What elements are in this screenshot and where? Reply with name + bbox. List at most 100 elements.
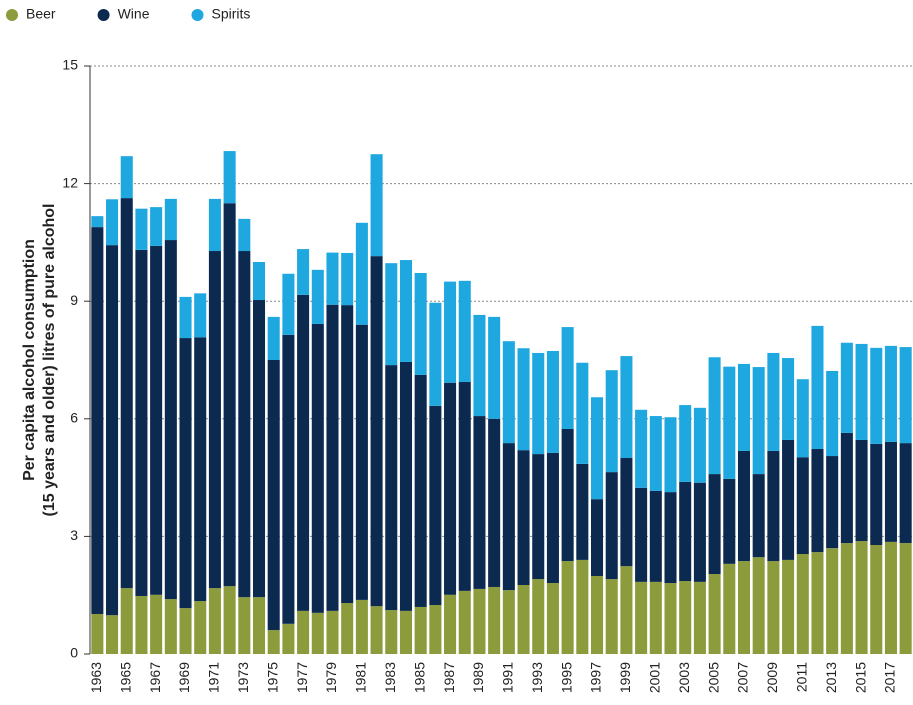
x-tick-label: 2009 xyxy=(764,662,780,693)
bar-segment xyxy=(91,216,104,228)
bar-segment xyxy=(488,586,501,654)
bar-segment xyxy=(517,348,530,451)
bar-segment xyxy=(532,454,545,580)
bar-segment xyxy=(473,416,486,589)
bar-segment xyxy=(106,615,119,654)
bar-segment xyxy=(752,474,765,558)
x-tick: 1981 xyxy=(353,662,369,693)
bar-segment xyxy=(414,374,427,607)
x-tick-label: 1999 xyxy=(617,662,633,693)
bar-segment xyxy=(649,416,662,491)
x-tick-label: 2015 xyxy=(852,662,868,693)
x-tick-label: 2017 xyxy=(882,662,898,693)
bar-segment xyxy=(796,554,809,654)
x-tick-label: 1963 xyxy=(88,662,104,693)
bar-segment xyxy=(635,581,648,654)
bar-segment xyxy=(399,361,412,611)
bar-segment xyxy=(737,561,751,654)
bar-segment xyxy=(444,281,457,383)
x-tick-label: 1987 xyxy=(441,662,457,693)
bar-segment xyxy=(884,541,897,654)
x-tick-label: 1965 xyxy=(117,662,133,693)
bar-segment xyxy=(546,583,559,654)
bar-segment xyxy=(840,543,853,654)
bar-segment xyxy=(444,594,457,654)
bar-segment xyxy=(414,606,427,654)
bar-segment xyxy=(194,601,207,654)
bar-segment xyxy=(341,252,354,306)
bar-segment xyxy=(723,563,736,654)
bar-segment xyxy=(473,588,486,654)
bar-segment xyxy=(135,208,148,250)
bar-segment xyxy=(664,492,677,584)
bar-segment xyxy=(282,334,295,624)
bar-segment xyxy=(737,450,751,562)
bar-segment xyxy=(208,251,221,589)
y-tick-label: 12 xyxy=(62,174,78,190)
x-tick: 1975 xyxy=(264,662,280,693)
bar-segment xyxy=(311,269,324,324)
bar-segment xyxy=(458,280,471,382)
bar-segment xyxy=(782,358,795,440)
bar-segment xyxy=(517,450,530,586)
bar-segment xyxy=(826,548,839,654)
bar-segment xyxy=(840,432,853,544)
bar-segment xyxy=(150,594,163,654)
bar-segment xyxy=(884,441,897,542)
x-tick: 1963 xyxy=(88,662,104,693)
x-tick: 2005 xyxy=(705,662,721,693)
bar-segment xyxy=(576,559,589,654)
bar-segment xyxy=(870,347,883,444)
bar-segment xyxy=(223,151,236,204)
bar-segment xyxy=(561,327,574,429)
bar-segment xyxy=(767,561,780,654)
bar-segment xyxy=(223,586,236,654)
x-tick-label: 1967 xyxy=(147,662,163,693)
bar-segment xyxy=(106,199,119,246)
bar-segment xyxy=(252,597,266,654)
x-tick-label: 1977 xyxy=(294,662,310,693)
bar-segment xyxy=(605,579,618,654)
bar-segment xyxy=(135,249,148,596)
bar-segment xyxy=(150,245,163,595)
x-tick-label: 1997 xyxy=(588,662,604,693)
bar-segment xyxy=(796,379,809,458)
x-tick: 1969 xyxy=(176,662,192,693)
bar-segment xyxy=(267,316,280,360)
x-tick: 2017 xyxy=(882,662,898,693)
bar-segment xyxy=(899,443,912,544)
bar-segment xyxy=(723,478,736,564)
bar-segment xyxy=(693,482,706,582)
bar-segment xyxy=(370,606,383,654)
bar-segment xyxy=(708,574,721,654)
bar-segment xyxy=(517,585,530,654)
y-tick-label: 3 xyxy=(70,527,78,543)
bar-segment xyxy=(238,251,251,598)
x-tick: 2003 xyxy=(676,662,692,693)
bar-segment xyxy=(502,341,515,444)
bar-segment xyxy=(238,218,251,252)
bar-segment xyxy=(297,249,310,295)
x-tick: 2013 xyxy=(823,662,839,693)
bar-segment xyxy=(532,352,545,455)
x-tick-label: 2001 xyxy=(647,662,663,693)
bar-segment xyxy=(385,263,398,366)
bar-segment xyxy=(194,293,207,338)
bar-segment xyxy=(341,305,354,604)
bar-segment xyxy=(502,443,515,591)
bar-segment xyxy=(267,360,280,631)
bar-segment xyxy=(399,260,412,362)
bar-segment xyxy=(620,356,633,458)
legend-swatch xyxy=(97,9,110,21)
x-tick-label: 2013 xyxy=(823,662,839,693)
bar-segment xyxy=(840,342,853,433)
bar-segment xyxy=(311,323,324,613)
bar-segment xyxy=(179,296,192,339)
bar-segment xyxy=(91,227,104,615)
bar-segment xyxy=(399,610,412,654)
y-label-line: Per capita alcohol consumption xyxy=(21,239,38,481)
bar-segment xyxy=(208,588,221,654)
bar-segment xyxy=(826,456,839,549)
x-tick-label: 1979 xyxy=(323,662,339,693)
